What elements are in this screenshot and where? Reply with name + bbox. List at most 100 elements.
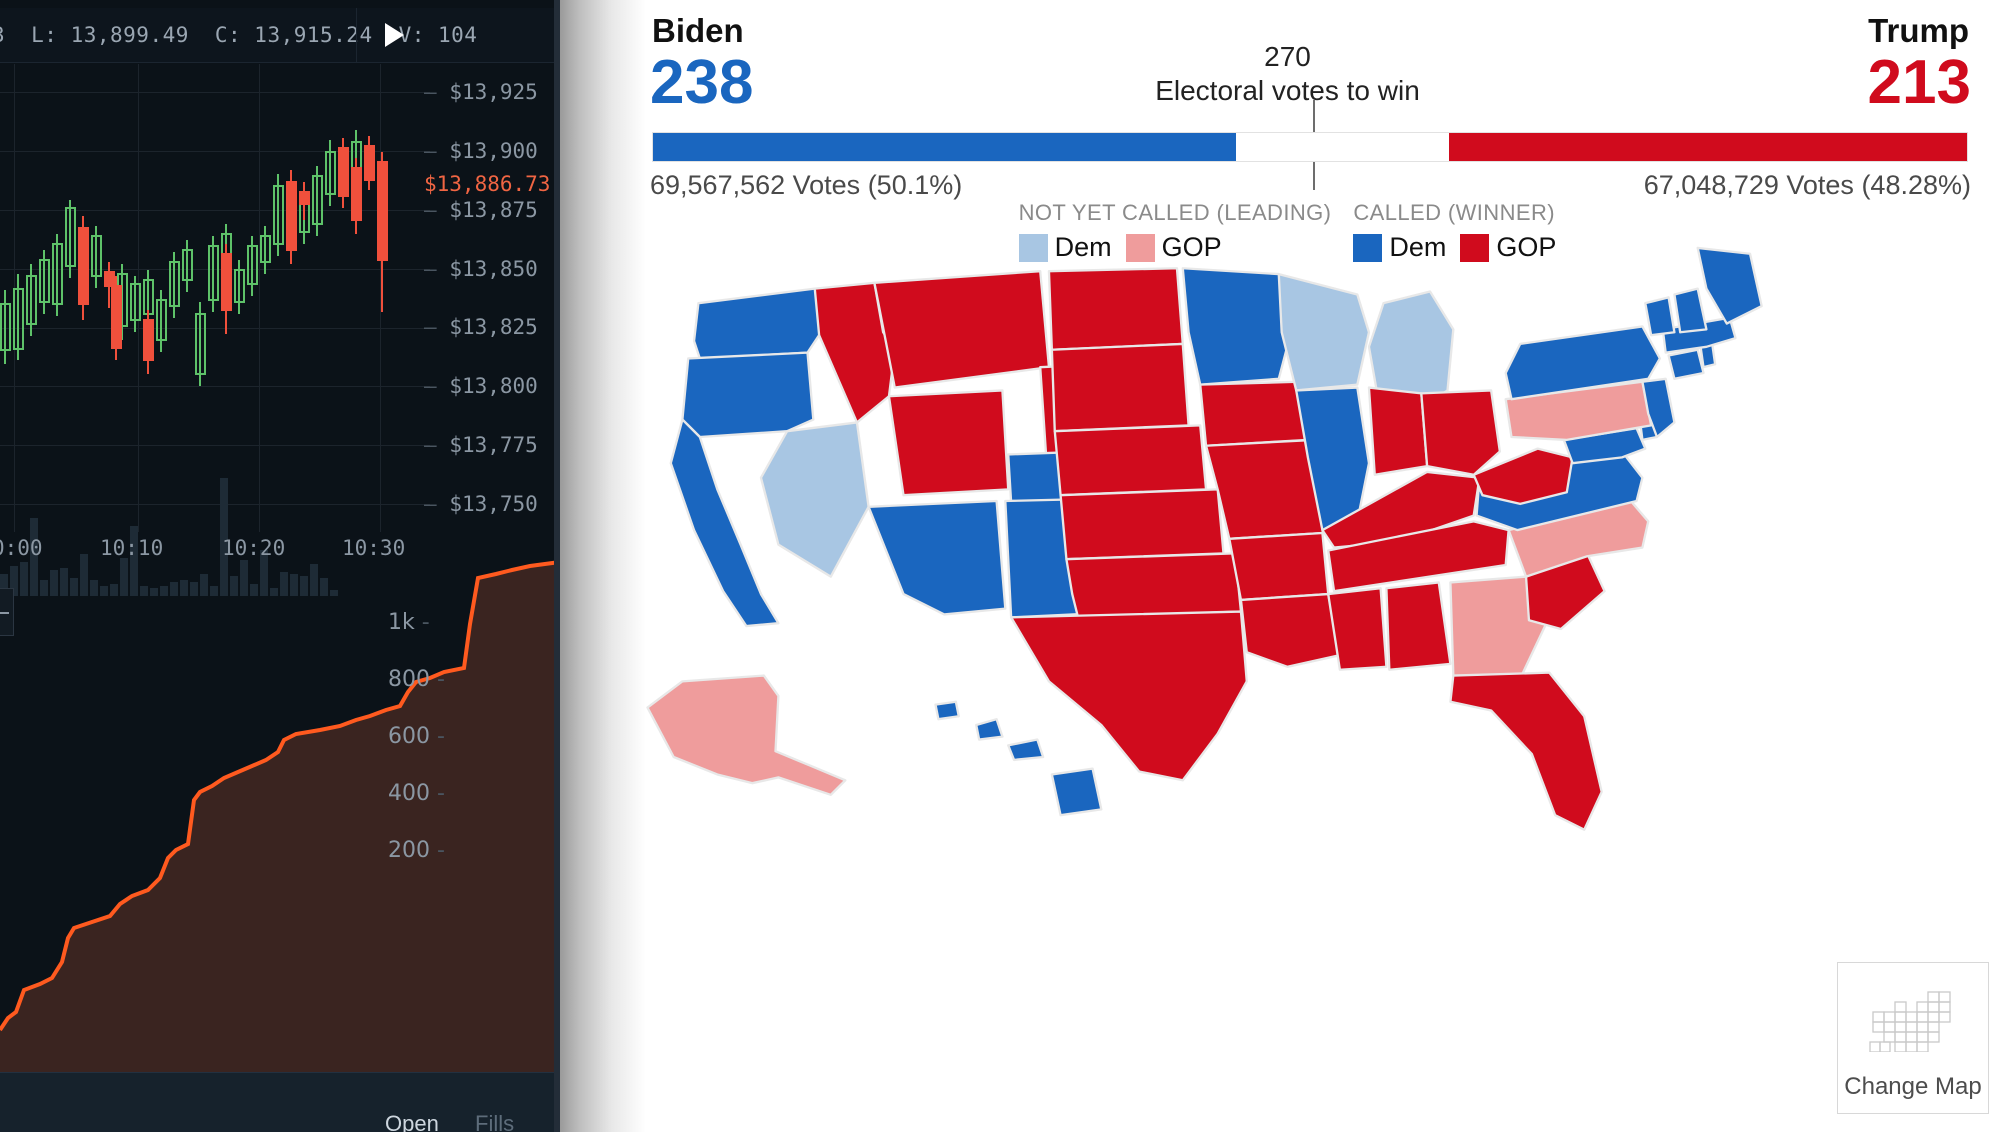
gridline-h (0, 210, 430, 211)
time-tick-label: 10:20 (222, 536, 286, 560)
map-state-ct[interactable] (1667, 348, 1705, 380)
threshold-caption: 270 Electoral votes to win (560, 41, 2015, 108)
price-candlestick-chart[interactable]: — $13,925 — $13,900 $13,886.73 — $13,875… (0, 64, 560, 596)
chart-collapse-button[interactable] (0, 588, 14, 636)
time-tick-label: 0:00 (0, 536, 43, 560)
map-state-ny[interactable] (1504, 325, 1662, 401)
map-legend: NOT YET CALLED (LEADING) Dem GOP CALLED … (560, 200, 2015, 263)
left-candidate-popular-votes: 69,567,562 Votes (50.1%) (650, 170, 963, 200)
gridline-h (0, 386, 430, 387)
map-state-ky[interactable] (1321, 470, 1481, 549)
change-map-button[interactable]: Change Map (1837, 962, 1989, 1114)
time-tick-label: 10:10 (100, 536, 164, 560)
map-state-sd[interactable] (1050, 342, 1190, 433)
map-state-ia[interactable] (1199, 380, 1310, 447)
map-state-mn[interactable] (1181, 267, 1295, 386)
cumulative-fills-chart[interactable]: 1k - 800 - 600 - 400 - 200 - Open Fills (0, 560, 560, 1132)
map-state-ks[interactable] (1059, 488, 1225, 561)
legend-fills-label: Fills (475, 1111, 515, 1132)
map-state-in[interactable] (1367, 386, 1429, 476)
cartogram-grid-map-icon (1868, 990, 1958, 1057)
us-map-svg[interactable] (560, 245, 2015, 885)
map-state-ms[interactable] (1327, 587, 1388, 671)
play-triangle-icon (382, 22, 406, 48)
panel-edge-shadow (560, 0, 646, 1132)
play-button[interactable] (356, 8, 430, 63)
electoral-bar-dem-fill (653, 133, 1237, 161)
price-tick: — $13,750 (424, 492, 538, 516)
map-state-vt[interactable] (1644, 296, 1676, 337)
map-state-mt[interactable] (873, 270, 1051, 389)
map-state-ut[interactable] (887, 389, 1010, 497)
panel-scrollbar[interactable] (554, 0, 560, 1132)
price-tick-label: $13,925 (449, 80, 538, 104)
electoral-vote-bar (652, 132, 1968, 162)
gridline-v (259, 64, 260, 532)
map-state-pa[interactable] (1504, 380, 1653, 442)
map-state-tn[interactable] (1327, 520, 1510, 593)
map-state-ak[interactable] (646, 674, 847, 796)
fills-tick: 200 - (388, 838, 445, 863)
map-state-oh[interactable] (1420, 389, 1502, 476)
candlestick-series (0, 130, 388, 386)
map-state-ne[interactable] (1053, 424, 1208, 497)
right-candidate-name: Trump (1868, 12, 1969, 49)
map-state-az[interactable] (867, 499, 1007, 616)
map-state-tx[interactable] (1009, 610, 1248, 782)
threshold-text: Electoral votes to win (1155, 74, 1420, 106)
legend-label-called-dem: Dem (1389, 232, 1447, 262)
right-candidate-popular-votes: 67,048,729 Votes (48.28%) (1643, 170, 1971, 200)
legend-swatch-called-gop (1460, 233, 1490, 262)
map-state-ar[interactable] (1228, 531, 1330, 602)
price-tick: — $13,775 (424, 433, 538, 457)
price-tick: — $13,800 (424, 374, 538, 398)
left-candidate-name: Biden (652, 12, 744, 49)
map-state-wi[interactable] (1277, 272, 1371, 392)
map-state-me[interactable] (1696, 246, 1763, 325)
gridline-h (0, 151, 430, 152)
map-state-la[interactable] (1239, 592, 1342, 668)
change-map-label: Change Map (1844, 1073, 1982, 1100)
fills-tick: 800 - (388, 667, 445, 692)
legend-item-leading-dem: Dem (1018, 232, 1112, 263)
fills-tick: 600 - (388, 724, 445, 749)
time-tick-label: 10:30 (342, 536, 406, 560)
map-state-nd[interactable] (1047, 267, 1184, 351)
map-state-al[interactable] (1385, 581, 1452, 671)
map-state-wa[interactable] (692, 287, 824, 360)
map-state-nj[interactable] (1641, 377, 1676, 439)
legend-swatch-leading-dem (1018, 233, 1048, 262)
map-state-fl[interactable] (1449, 671, 1603, 831)
ohlc-open-partial: 3 (0, 23, 5, 47)
electoral-bar-gop-fill (1449, 133, 1967, 161)
gridline-h (0, 269, 430, 270)
fills-tick-label: 1k (388, 610, 415, 635)
price-tick-label: $13,775 (449, 433, 538, 457)
map-state-hi[interactable] (934, 700, 1103, 817)
price-tick: — $13,900 (424, 139, 538, 163)
map-state-ok[interactable] (1065, 552, 1243, 619)
legend-open-label: Open (385, 1111, 439, 1132)
gridline-v (138, 64, 139, 532)
price-tick-label: $13,825 (449, 315, 538, 339)
gridline-v (380, 64, 381, 532)
legend-label-leading-gop: GOP (1161, 232, 1222, 262)
legend-item-leading-gop: GOP (1125, 232, 1222, 263)
map-state-ga[interactable] (1449, 575, 1548, 680)
us-election-map[interactable] (560, 245, 2015, 885)
ohlc-close: C: 13,915.24 (214, 23, 373, 47)
map-state-wv[interactable] (1472, 447, 1574, 506)
gridline-h (0, 92, 430, 93)
legend-item-called-dem: Dem (1353, 232, 1446, 263)
map-state-nv[interactable] (759, 421, 870, 578)
legend-group-not-called: NOT YET CALLED (LEADING) Dem GOP (1018, 200, 1332, 263)
gridline-h (0, 504, 430, 505)
fills-tick-label: 200 (388, 838, 430, 863)
map-state-ca[interactable] (669, 418, 780, 628)
price-tick-label: $13,850 (449, 257, 538, 281)
map-state-or[interactable] (681, 351, 815, 439)
map-state-nh[interactable] (1673, 287, 1708, 334)
fills-area-series (0, 560, 560, 1072)
gridline-h (0, 445, 430, 446)
fills-tick-label: 600 (388, 724, 430, 749)
